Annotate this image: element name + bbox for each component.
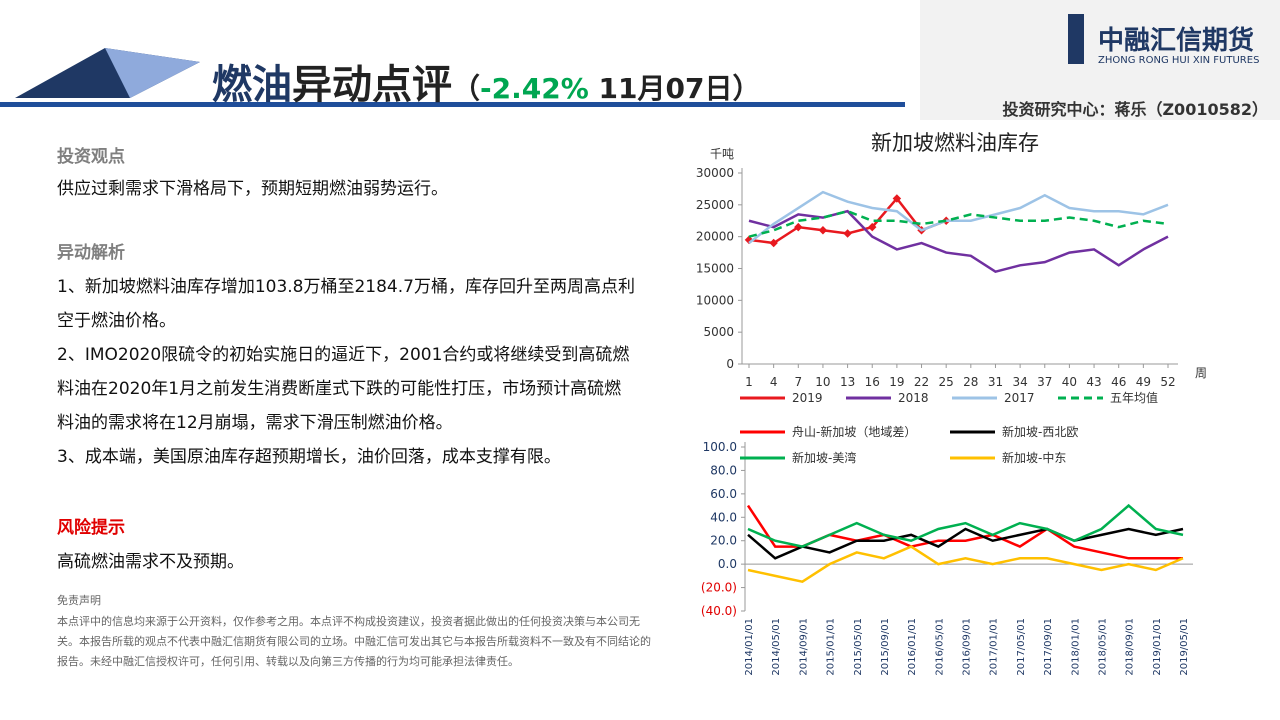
analysis: 1、新加坡燃料油库存增加103.8万桶至2184.7万桶，库存回升至两周高点利空… xyxy=(57,270,637,474)
point xyxy=(818,226,828,235)
legend-label: 2018 xyxy=(898,391,929,405)
x-tick-label: 22 xyxy=(914,375,929,389)
logo-en: ZHONG RONG HUI XIN FUTURES xyxy=(1098,55,1260,66)
legend-label: 新加坡-美湾 xyxy=(792,450,856,465)
y-tick-label: 40.0 xyxy=(710,510,737,524)
legend-label: 新加坡-西北欧 xyxy=(1002,424,1078,439)
point xyxy=(843,229,852,238)
x-tick-label: 19 xyxy=(889,375,904,389)
x-tick-label: 2019/01/01 xyxy=(1152,618,1163,676)
x-tick-label: 34 xyxy=(1012,375,1027,389)
x-tick-label: 28 xyxy=(963,375,978,389)
x-tick-label: 40 xyxy=(1062,375,1077,389)
paren: （ xyxy=(452,72,481,105)
x-tick-label: 25 xyxy=(939,375,954,389)
text: 供应过剩需求下滑格局下，预期短期燃油弱势运行。 xyxy=(57,179,448,199)
series-line xyxy=(747,527,1184,560)
y-tick-label: 0 xyxy=(726,357,734,371)
y-tick-label: 20.0 xyxy=(710,534,737,548)
y-axis-label: 千吨 xyxy=(710,147,734,161)
x-tick-label: 49 xyxy=(1136,375,1151,389)
x-tick-label: 4 xyxy=(770,375,778,389)
x-tick-label: 16 xyxy=(865,375,880,389)
heading: 风险提示 xyxy=(57,518,125,538)
series-line xyxy=(748,209,1169,238)
chart-title: 新加坡燃料油库存 xyxy=(871,131,1039,155)
x-tick-label: 2018/05/01 xyxy=(1097,618,1108,676)
x-tick-label: 2016/09/01 xyxy=(962,618,973,676)
change: -2.42% xyxy=(480,72,589,105)
x-tick-label: 10 xyxy=(815,375,830,389)
series-line xyxy=(748,190,1169,245)
title-b: 异动点评 xyxy=(292,62,452,108)
title-a: 燃油 xyxy=(212,62,292,108)
logo-cn: 中融汇信期货 xyxy=(1098,26,1255,56)
y-tick-label: 10000 xyxy=(696,293,734,307)
x-tick-label: 31 xyxy=(988,375,1003,389)
legend-label: 2019 xyxy=(792,391,823,405)
x-tick-label: 2015/01/01 xyxy=(826,618,837,676)
x-tick-label: 2018/01/01 xyxy=(1070,618,1081,676)
y-tick-label: 15000 xyxy=(696,262,734,276)
y-tick-label: 80.0 xyxy=(710,463,737,477)
header-band xyxy=(920,0,1280,120)
x-tick-label: 7 xyxy=(794,375,802,389)
x-tick-label: 2019/05/01 xyxy=(1179,618,1190,676)
x-tick-label: 2016/01/01 xyxy=(907,618,918,676)
x-tick-label: 13 xyxy=(840,375,855,389)
disclaimer-heading: 免责声明 xyxy=(57,594,101,607)
x-tick-label: 43 xyxy=(1086,375,1101,389)
y-tick-label: 20000 xyxy=(696,230,734,244)
x-tick-label: 2017/05/01 xyxy=(1016,618,1027,676)
x-tick-label: 46 xyxy=(1111,375,1126,389)
x-tick-label: 1 xyxy=(745,375,753,389)
y-tick-label: 5000 xyxy=(703,325,734,339)
logo-mark xyxy=(1068,14,1084,64)
x-tick-label: 2014/01/01 xyxy=(744,618,755,676)
y-tick-label: 30000 xyxy=(696,166,734,180)
x-tick-label: 2014/09/01 xyxy=(798,618,809,676)
x-tick-label: 2016/05/01 xyxy=(934,618,945,676)
y-tick-label: (20.0) xyxy=(701,581,737,595)
series-line xyxy=(747,503,1184,548)
x-tick-label: 2014/05/01 xyxy=(771,618,782,676)
x-tick-label: 52 xyxy=(1160,375,1175,389)
paragraph: 2、IMO2020限硫令的初始实施日的逼近下，2001合约或将继续受到高硫燃料油… xyxy=(57,345,630,433)
logo-triangle-light xyxy=(105,48,200,98)
author: 投资研究中心：蒋乐（Z0010582） xyxy=(1002,100,1268,119)
text: 高硫燃油需求不及预期。 xyxy=(57,552,244,572)
y-tick-label: (40.0) xyxy=(701,604,737,618)
x-tick-label: 37 xyxy=(1037,375,1052,389)
x-tick-label: 2015/09/01 xyxy=(880,618,891,676)
heading: 异动解析 xyxy=(57,243,125,263)
title-rule xyxy=(0,102,905,107)
paragraph: 3、成本端，美国原油库存超预期增长，油价回落，成本支撑有限。 xyxy=(57,447,561,467)
y-tick-label: 0.0 xyxy=(718,557,737,571)
series-line xyxy=(747,545,1184,584)
y-tick-label: 60.0 xyxy=(710,487,737,501)
x-tick-label: 2018/09/01 xyxy=(1125,618,1136,676)
heading: 投资观点 xyxy=(57,147,125,167)
y-tick-label: 25000 xyxy=(696,198,734,212)
legend-label: 舟山-新加坡（地域差） xyxy=(792,424,916,439)
x-tick-label: 2017/01/01 xyxy=(989,618,1000,676)
title: 燃油异动点评（-2.42% 11月07日） xyxy=(212,52,760,110)
disclaimer: 本点评中的信息均来源于公开资料，仅作参考之用。本点评不构成投资建议，投资者据此做… xyxy=(57,615,651,668)
x-axis-label: 周 xyxy=(1195,366,1207,380)
paragraph: 1、新加坡燃料油库存增加103.8万桶至2184.7万桶，库存回升至两周高点利空… xyxy=(57,277,635,331)
paren: ） xyxy=(732,72,761,105)
date: 11月07日 xyxy=(598,72,733,105)
legend-label: 2017 xyxy=(1004,391,1035,405)
x-tick-label: 2017/09/01 xyxy=(1043,618,1054,676)
y-tick-label: 100.0 xyxy=(703,440,737,454)
legend-label: 五年均值 xyxy=(1110,390,1158,405)
legend-label: 新加坡-中东 xyxy=(1002,450,1066,465)
x-tick-label: 2015/05/01 xyxy=(853,618,864,676)
